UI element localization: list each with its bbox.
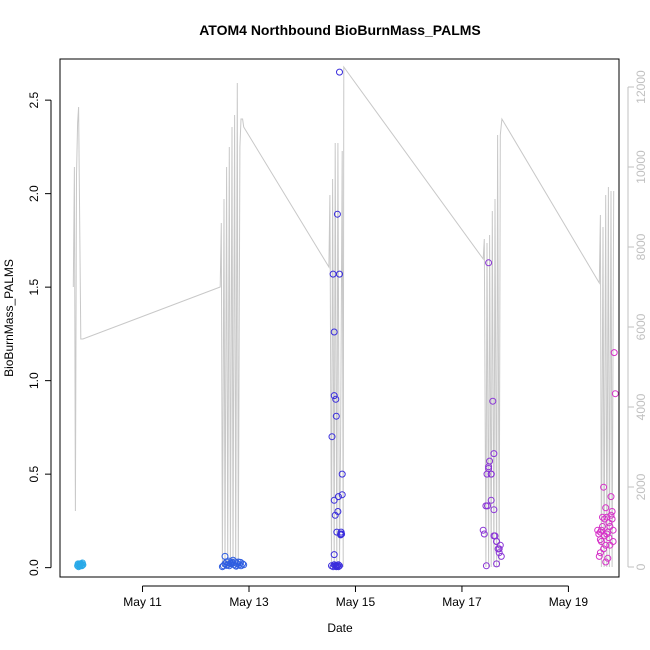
data-point	[605, 534, 613, 542]
data-point	[604, 554, 612, 562]
x-tick-label: May 15	[336, 595, 376, 609]
data-point	[338, 491, 346, 499]
data-point	[595, 552, 603, 560]
data-point	[239, 560, 247, 568]
data-point	[487, 496, 495, 504]
y2-tick-label: 6000	[634, 313, 648, 340]
data-point	[330, 328, 338, 336]
y-tick-label: 2.5	[27, 91, 41, 108]
data-point	[332, 562, 340, 570]
y-axis-label: BioBurnMass_PALMS	[2, 259, 16, 377]
data-point	[329, 270, 337, 278]
data-point	[336, 562, 343, 570]
data-point	[78, 561, 86, 569]
data-point	[332, 412, 340, 420]
data-point	[336, 68, 343, 76]
y2-tick-label: 4000	[634, 393, 648, 420]
y-tick-label: 1.5	[27, 278, 41, 295]
data-point	[608, 515, 616, 523]
data-point	[330, 496, 338, 504]
data-point	[332, 395, 340, 403]
data-point	[337, 531, 345, 539]
scatter-points	[74, 68, 619, 571]
data-point	[487, 470, 495, 478]
right-axis-line-series	[72, 65, 615, 568]
data-point	[599, 523, 606, 530]
data-point	[237, 558, 244, 566]
data-point	[221, 552, 229, 560]
data-point	[597, 538, 605, 545]
data-point	[330, 551, 338, 559]
data-point	[330, 392, 338, 400]
y2-tick-label: 10000	[634, 150, 648, 184]
data-point	[227, 560, 235, 567]
data-point	[480, 530, 488, 538]
data-point	[596, 549, 604, 557]
data-point	[603, 530, 611, 538]
data-point	[493, 538, 501, 545]
data-point	[77, 560, 85, 568]
data-point	[232, 562, 240, 570]
series-line	[72, 65, 615, 568]
data-point	[334, 508, 342, 515]
data-point	[602, 541, 610, 549]
chart-title: ATOM4 Northbound BioBurnMass_PALMS	[199, 22, 481, 38]
x-tick-label: May 11	[123, 595, 162, 609]
data-point	[602, 558, 610, 566]
data-point	[609, 526, 617, 534]
data-point	[607, 511, 615, 519]
y2-tick-label: 0	[634, 563, 648, 570]
y2-tick-label: 2000	[634, 473, 648, 500]
x-tick-label: May 13	[229, 595, 269, 609]
data-point	[601, 515, 609, 523]
data-point	[223, 561, 231, 569]
data-point	[497, 552, 505, 560]
data-point	[489, 397, 497, 405]
axes: May 11 May 13 May 15 May 17 May 19 0.0 0.5 1.0 1…	[27, 70, 648, 609]
data-point	[599, 513, 606, 521]
data-point	[231, 558, 239, 566]
data-point	[490, 506, 498, 514]
y-tick-label: 0.0	[27, 559, 41, 576]
data-point	[484, 502, 491, 510]
data-point	[485, 463, 493, 471]
data-point	[607, 493, 615, 501]
data-point	[608, 508, 616, 515]
data-point	[333, 210, 341, 218]
data-point	[611, 390, 619, 398]
data-point	[479, 526, 487, 534]
data-point	[334, 493, 342, 501]
data-point	[485, 259, 493, 267]
x-tick-label: May 17	[442, 595, 482, 609]
data-point	[338, 470, 346, 478]
y2-tick-label: 12000	[634, 70, 648, 104]
data-point	[490, 450, 498, 458]
y-tick-label: 0.5	[27, 465, 41, 482]
y2-tick-label: 8000	[634, 233, 648, 260]
data-point	[493, 560, 501, 568]
plot-frame	[59, 58, 620, 578]
data-point	[495, 549, 503, 557]
x-axis-label: Date	[327, 621, 353, 635]
data-point	[600, 483, 608, 491]
data-point	[496, 541, 504, 549]
data-point	[338, 530, 346, 538]
y-tick-label: 1.0	[27, 372, 41, 389]
data-point	[482, 562, 490, 570]
y-tick-label: 2.0	[27, 185, 41, 202]
data-point	[609, 538, 617, 545]
data-point	[610, 349, 618, 357]
data-point	[490, 532, 498, 540]
data-point	[495, 545, 503, 553]
data-point	[328, 433, 336, 441]
x-tick-label: May 19	[549, 595, 589, 609]
data-point	[602, 504, 610, 512]
